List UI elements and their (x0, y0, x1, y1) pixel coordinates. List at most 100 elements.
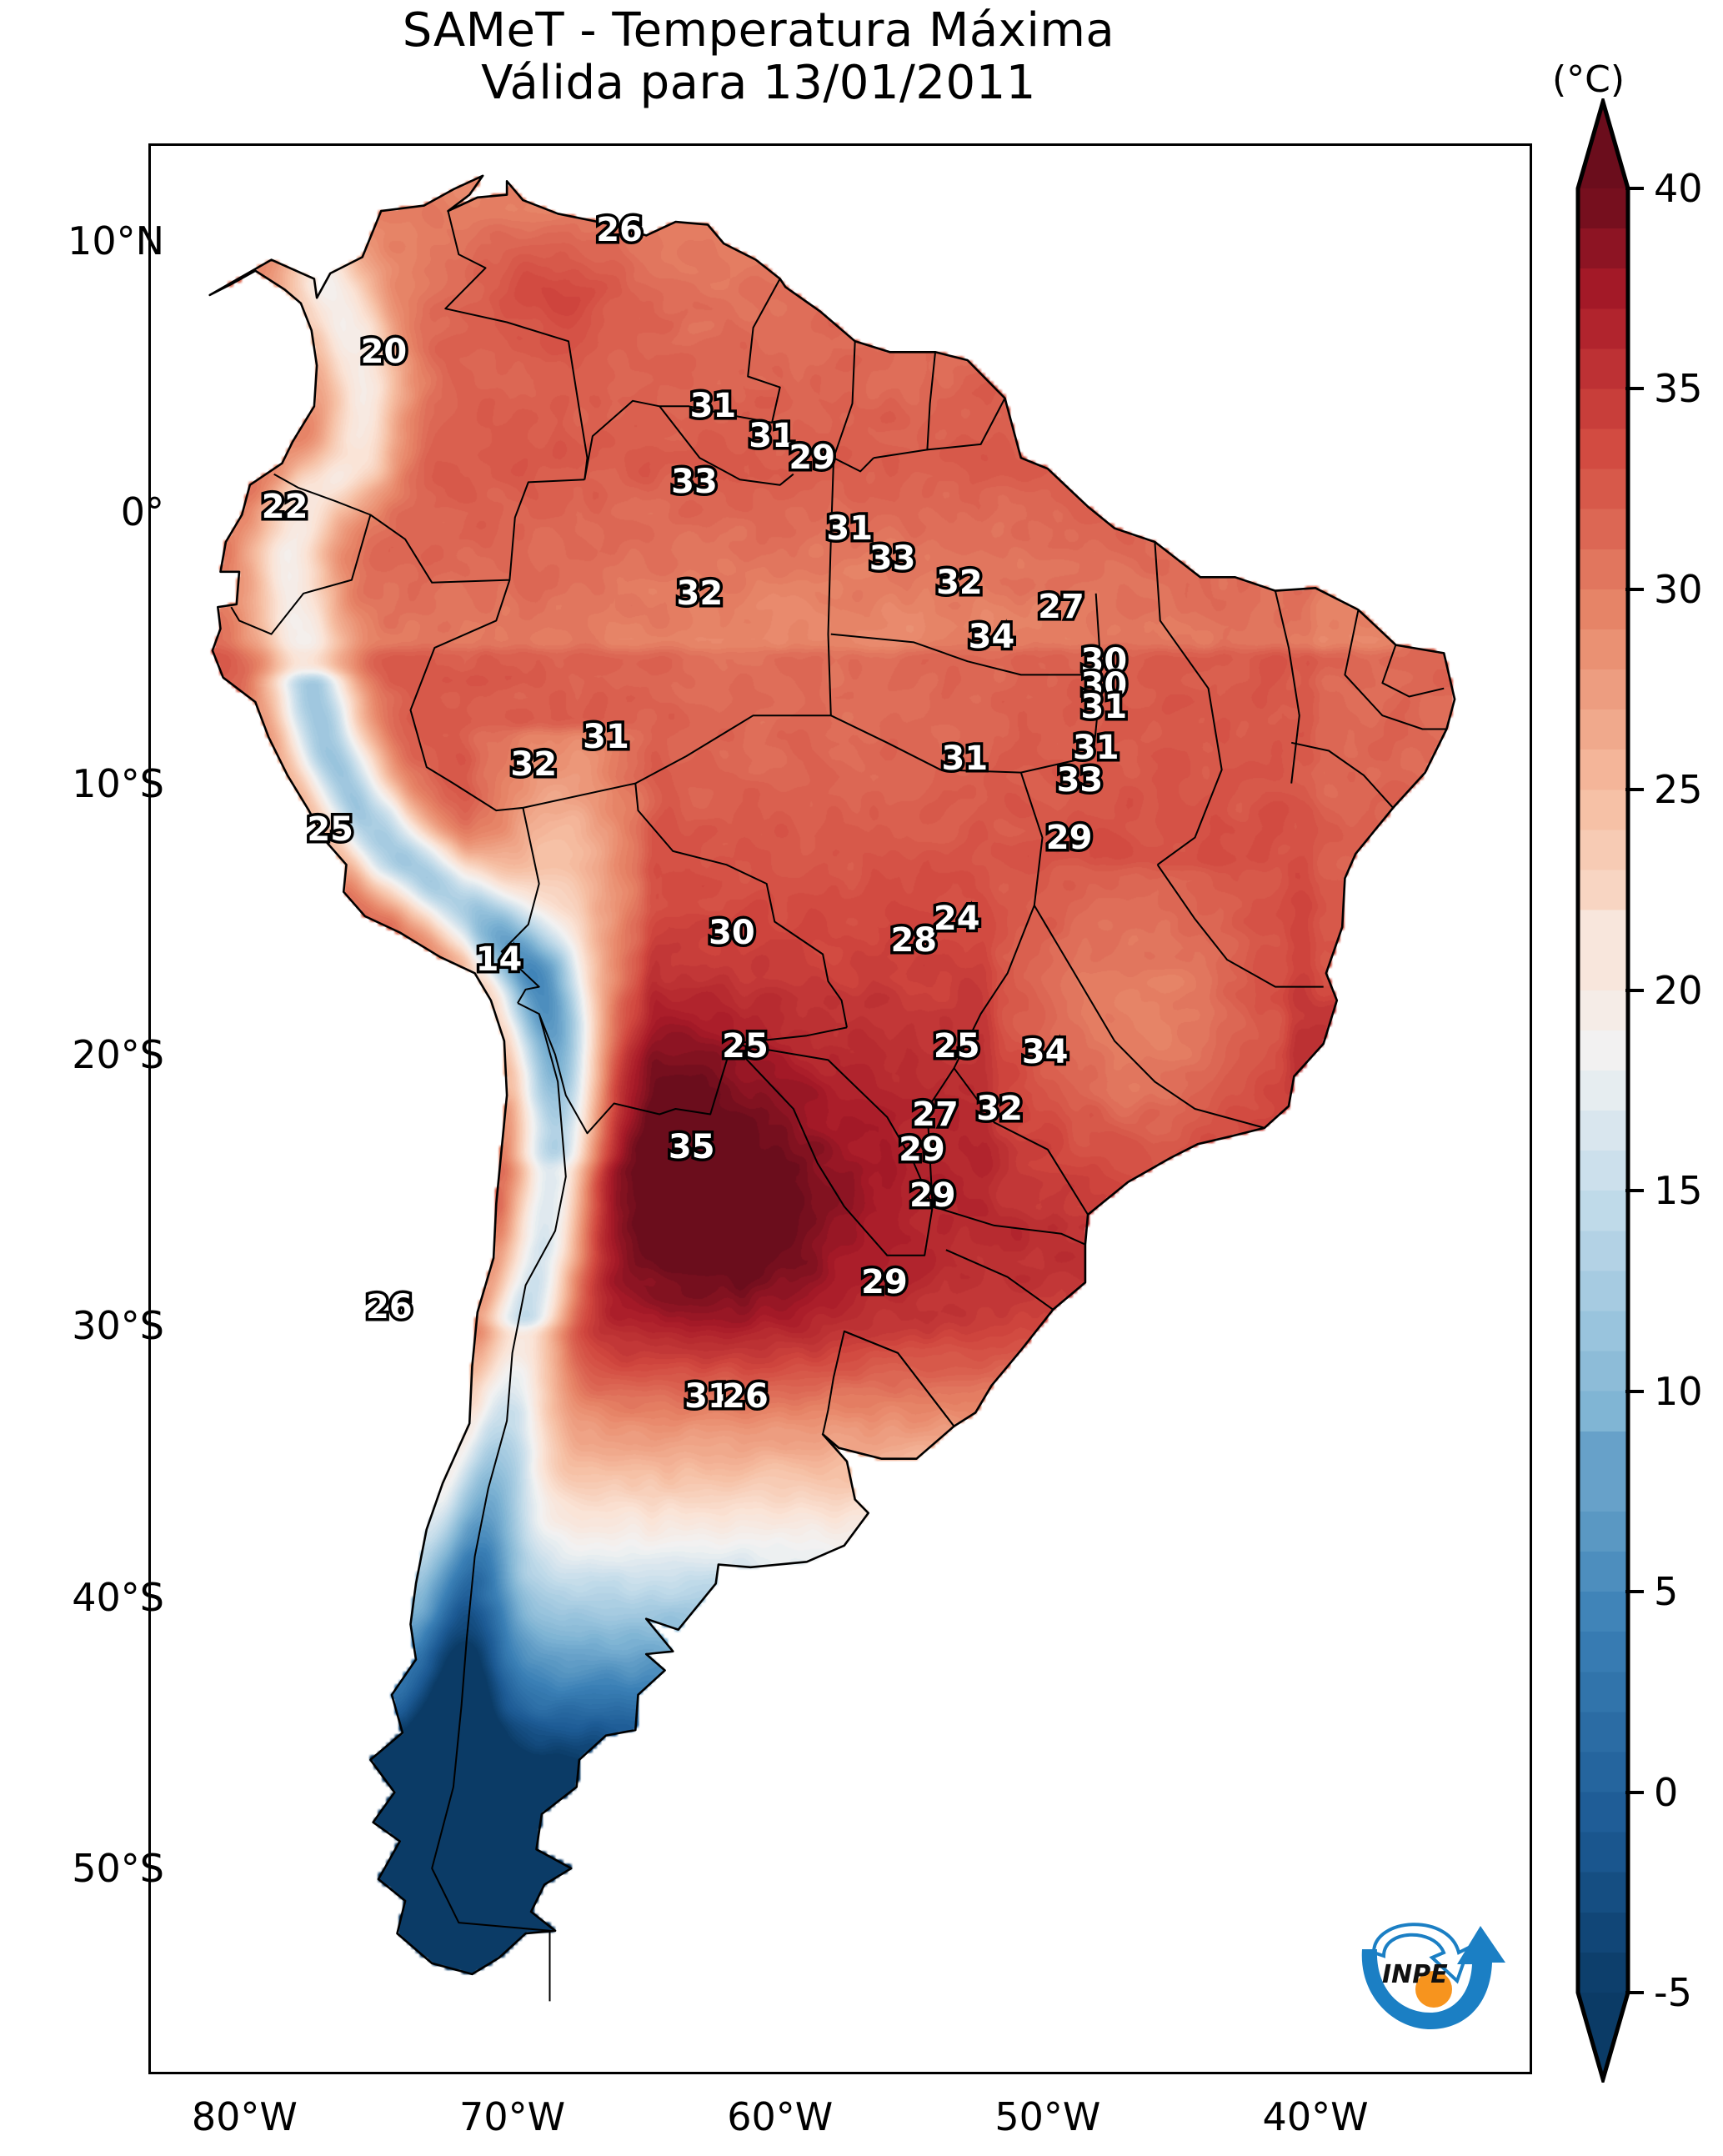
colorbar-tick-mark (1625, 587, 1644, 591)
map-border-path (444, 210, 589, 480)
station-temperature-label: 27 (1035, 585, 1088, 629)
latitude-tick-label: 0° (120, 489, 164, 535)
map-borders-overlay (208, 174, 1456, 2002)
colorbar-tick-mark (1625, 1991, 1644, 1994)
station-temperature-label: 26 (719, 1374, 772, 1418)
logo-wordmark: INPE (1382, 1960, 1448, 1989)
latitude-tick-label: 20°S (72, 1031, 164, 1077)
station-temperature-label: 31 (746, 414, 799, 459)
map-border-path (523, 782, 848, 1028)
colorbar-gradient (1575, 98, 1630, 2083)
colorbar-tick-mark (1625, 1189, 1644, 1193)
colorbar-tick-label: 30 (1654, 566, 1703, 612)
station-temperature-label: 31 (1069, 726, 1122, 770)
map-border-path (1154, 541, 1223, 866)
map-plot-area (148, 143, 1532, 2074)
logo-orange-dot-icon (1415, 1971, 1452, 2008)
map-border-path (1156, 864, 1324, 988)
map-border-path (431, 1013, 567, 2002)
station-temperature-label: 30 (1078, 664, 1130, 708)
colorbar-tick-mark (1625, 187, 1644, 190)
station-temperature-label: 22 (258, 484, 311, 529)
station-temperature-label: 25 (304, 807, 357, 851)
map-border-path (1020, 593, 1103, 774)
colorbar[interactable] (1574, 98, 1632, 2083)
station-temperature-label: 31 (824, 506, 876, 550)
map-border-path (584, 278, 781, 480)
map-border-path (731, 1042, 934, 1256)
station-temperature-label: 31 (682, 1374, 734, 1418)
latitude-tick-label: 10°N (68, 218, 164, 263)
map-border-path (927, 398, 1006, 451)
station-temperature-label: 29 (1043, 815, 1095, 860)
chart-title: SAMeT - Temperatura Máxima Válida para 1… (0, 3, 1517, 110)
station-temperature-label: 31 (687, 384, 739, 429)
station-temperature-label: 32 (674, 571, 726, 615)
colorbar-tick-label: 25 (1654, 767, 1703, 813)
colorbar-tick-label: 0 (1654, 1769, 1679, 1815)
map-border-path (827, 460, 834, 716)
map-border-path (208, 174, 1456, 1976)
title-line-2: Válida para 13/01/2011 (481, 55, 1036, 110)
title-line-1: SAMeT - Temperatura Máxima (402, 3, 1115, 58)
colorbar-unit-label: (°C) (1552, 58, 1625, 101)
colorbar-tick-label: 5 (1654, 1569, 1679, 1615)
station-temperature-label: 30 (706, 910, 759, 955)
station-temperature-label: 24 (930, 897, 983, 941)
station-temperature-label: 32 (974, 1087, 1026, 1131)
map-border-path (873, 352, 936, 459)
map-border-path (1274, 590, 1300, 784)
inpe-logo: INPE (1361, 1923, 1505, 2029)
station-temperature-label: 26 (594, 208, 646, 252)
latitude-tick-label: 30°S (72, 1303, 164, 1349)
map-border-path (1290, 741, 1394, 809)
colorbar-tick-mark (1625, 387, 1644, 391)
longitude-tick-label: 40°W (1262, 2094, 1369, 2139)
colorbar-tick-mark (1625, 788, 1644, 792)
colorbar-tick-label: 40 (1654, 166, 1703, 211)
colorbar-tick-label: -5 (1654, 1970, 1692, 2015)
colorbar-tick-label: 10 (1654, 1368, 1703, 1414)
station-temperature-label: 35 (665, 1125, 718, 1169)
map-border-path (409, 579, 523, 812)
map-border-path (945, 1249, 1054, 1311)
station-temperature-label: 31 (580, 715, 633, 760)
map-border-path (1344, 609, 1447, 730)
map-border-path (659, 405, 794, 486)
map-border-path (833, 341, 874, 473)
station-temperature-label: 27 (909, 1092, 962, 1136)
station-temperature-label: 14 (473, 938, 525, 982)
map-border-path (517, 1002, 848, 1135)
station-temperature-label: 29 (859, 1261, 911, 1305)
station-temperature-label: 28 (888, 919, 940, 963)
longitude-tick-label: 60°W (727, 2094, 834, 2139)
map-border-path (822, 1330, 955, 1435)
station-temperature-label: 29 (786, 436, 839, 480)
map-border-path (844, 1330, 955, 1427)
colorbar-tick-mark (1625, 1790, 1644, 1794)
latitude-tick-label: 10°S (72, 760, 164, 806)
colorbar-tick-label: 20 (1654, 967, 1703, 1013)
station-temperature-label: 31 (1078, 685, 1130, 730)
map-border-path (500, 807, 540, 1004)
map-border-path (1033, 905, 1265, 1129)
colorbar-tick-mark (1625, 988, 1644, 992)
colorbar-tick-label: 15 (1654, 1168, 1703, 1214)
map-border-path (1381, 644, 1445, 698)
station-temperature-label: 31 (939, 737, 991, 781)
station-temperature-label: 25 (930, 1025, 983, 1069)
station-temperature-label: 33 (1054, 759, 1106, 803)
map-border-path (953, 1067, 1089, 1216)
longitude-tick-label: 50°W (994, 2094, 1101, 2139)
station-temperature-label: 32 (934, 560, 986, 604)
station-temperature-label: 32 (508, 742, 560, 786)
map-border-path (932, 1206, 1086, 1246)
station-temperature-label: 34 (965, 614, 1018, 659)
map-border-path (273, 473, 585, 584)
longitude-tick-label: 80°W (191, 2094, 298, 2139)
station-temperature-label: 33 (669, 460, 721, 504)
logo-outer-swoosh-icon (1361, 1926, 1505, 2029)
map-border-path (230, 514, 372, 635)
colorbar-tick-label: 35 (1654, 366, 1703, 412)
station-temperature-label: 30 (1078, 639, 1130, 684)
